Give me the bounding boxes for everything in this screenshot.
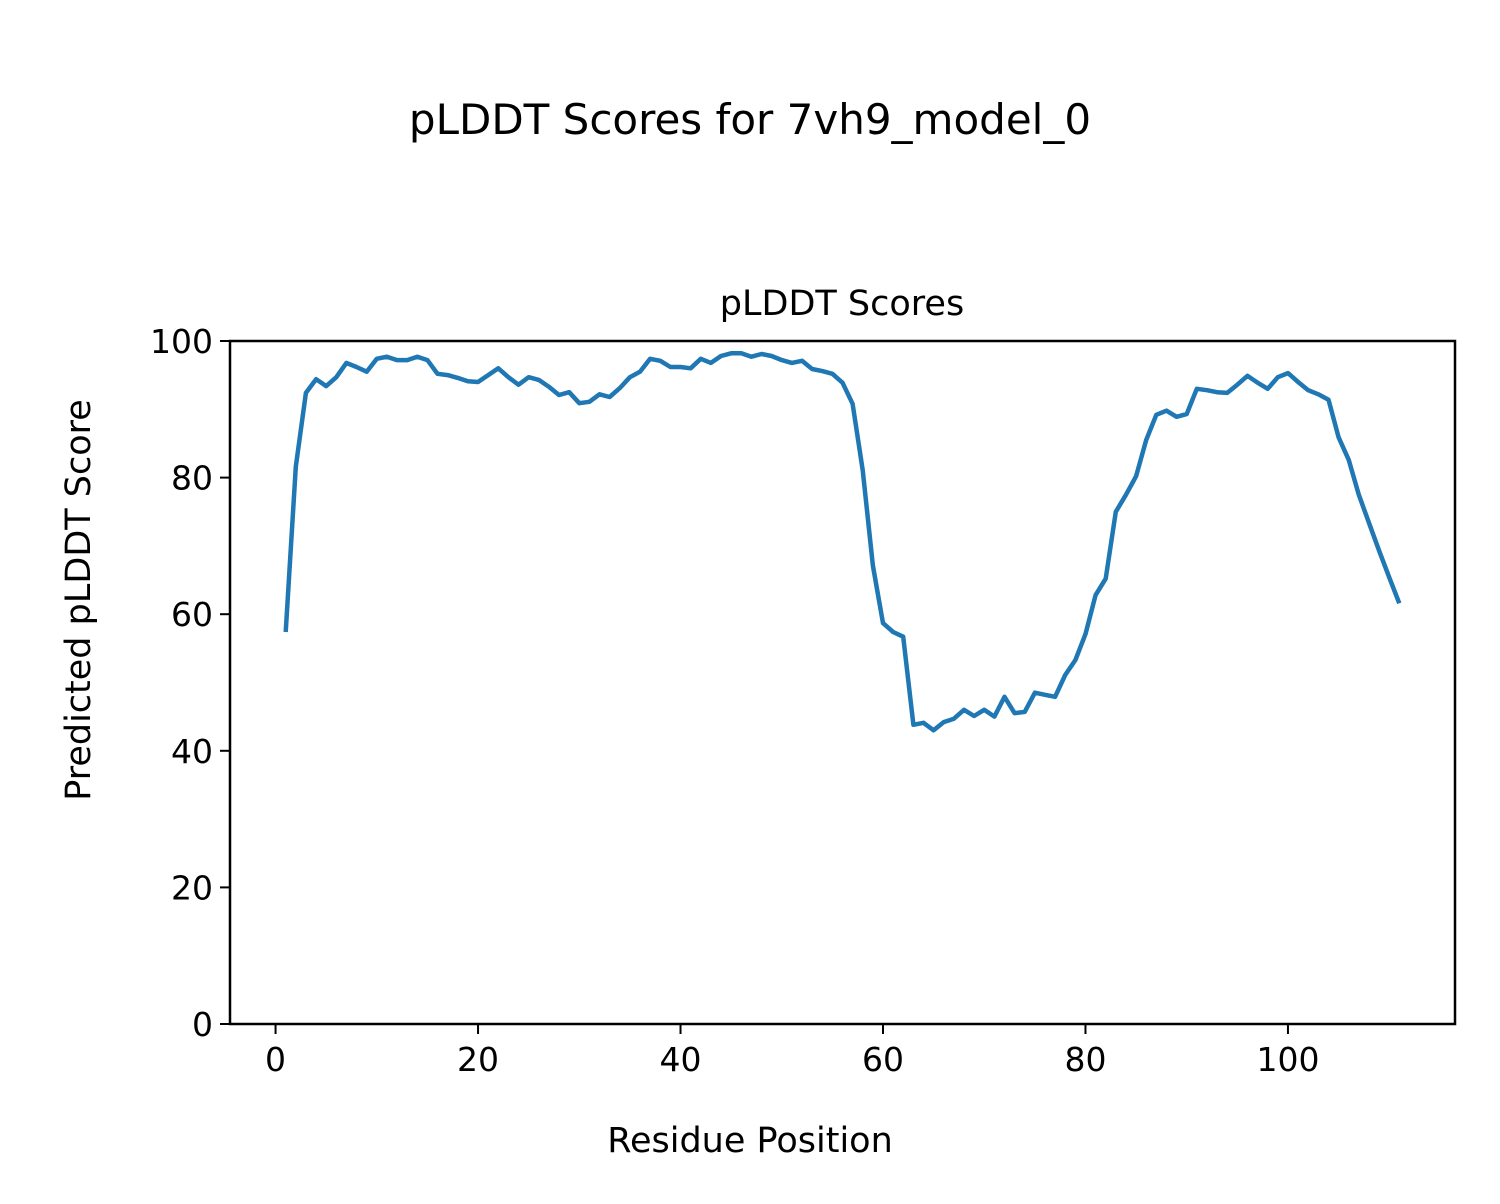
x-tick-label: 0: [265, 1040, 286, 1079]
axes-title: pLDDT Scores: [720, 284, 964, 324]
y-tick-label: 100: [150, 322, 213, 361]
y-tick-label: 0: [192, 1005, 213, 1044]
y-tick-label: 60: [171, 595, 213, 634]
x-tick-label: 20: [457, 1040, 499, 1079]
axes-frame: [228, 339, 1457, 1026]
x-tick-label: 100: [1256, 1040, 1319, 1079]
y-axis-label: Predicted pLDDT Score: [59, 399, 99, 801]
x-axis-label: Residue Position: [607, 1121, 893, 1161]
figure-title: pLDDT Scores for 7vh9_model_0: [409, 95, 1091, 144]
y-tick-label: 80: [171, 459, 213, 498]
y-tick-label: 40: [171, 732, 213, 771]
x-tick-label: 80: [1064, 1040, 1106, 1079]
x-tick-label: 40: [660, 1040, 702, 1079]
x-tick-label: 60: [862, 1040, 904, 1079]
series-line: [283, 351, 1402, 733]
ticks: 0 20 40 60 80 100 0 20 40 60 80 100: [150, 322, 1319, 1079]
y-tick-label: 20: [171, 868, 213, 907]
